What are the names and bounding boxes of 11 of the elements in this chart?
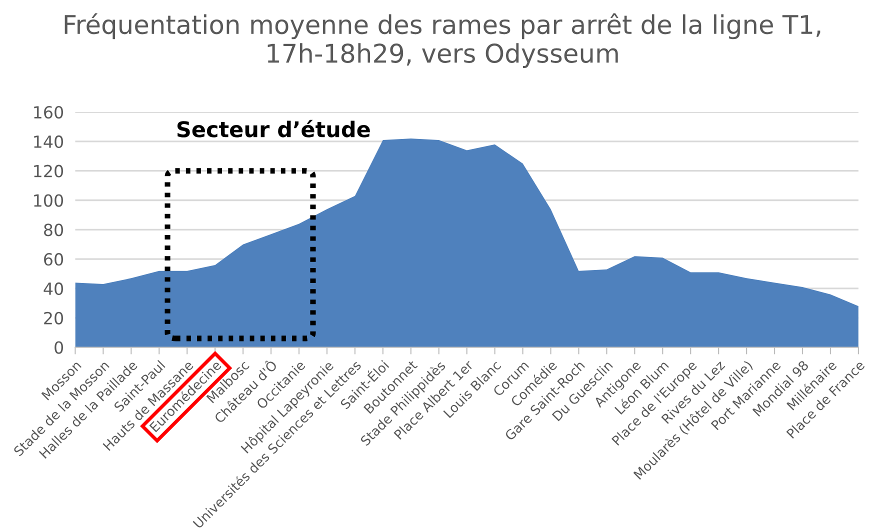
annotation: Secteur d’étude: [177, 120, 370, 138]
y-tick-label: 0: [54, 341, 64, 354]
y-tick-label: 60: [44, 253, 64, 266]
y-tick-label: 120: [34, 164, 64, 178]
y-tick-label: 160: [34, 106, 64, 119]
y-tick-label: 100: [34, 194, 64, 207]
chart-title: Fréquentation moyenne des rames par arrêt de la ligne T1, 17h-18h29, vers Odysseum: [64, 13, 820, 68]
y-tick-label: 140: [34, 135, 64, 148]
y-tick-label: 40: [44, 282, 64, 296]
y-tick-label: 80: [44, 224, 64, 236]
y-tick-label: 20: [44, 312, 64, 324]
